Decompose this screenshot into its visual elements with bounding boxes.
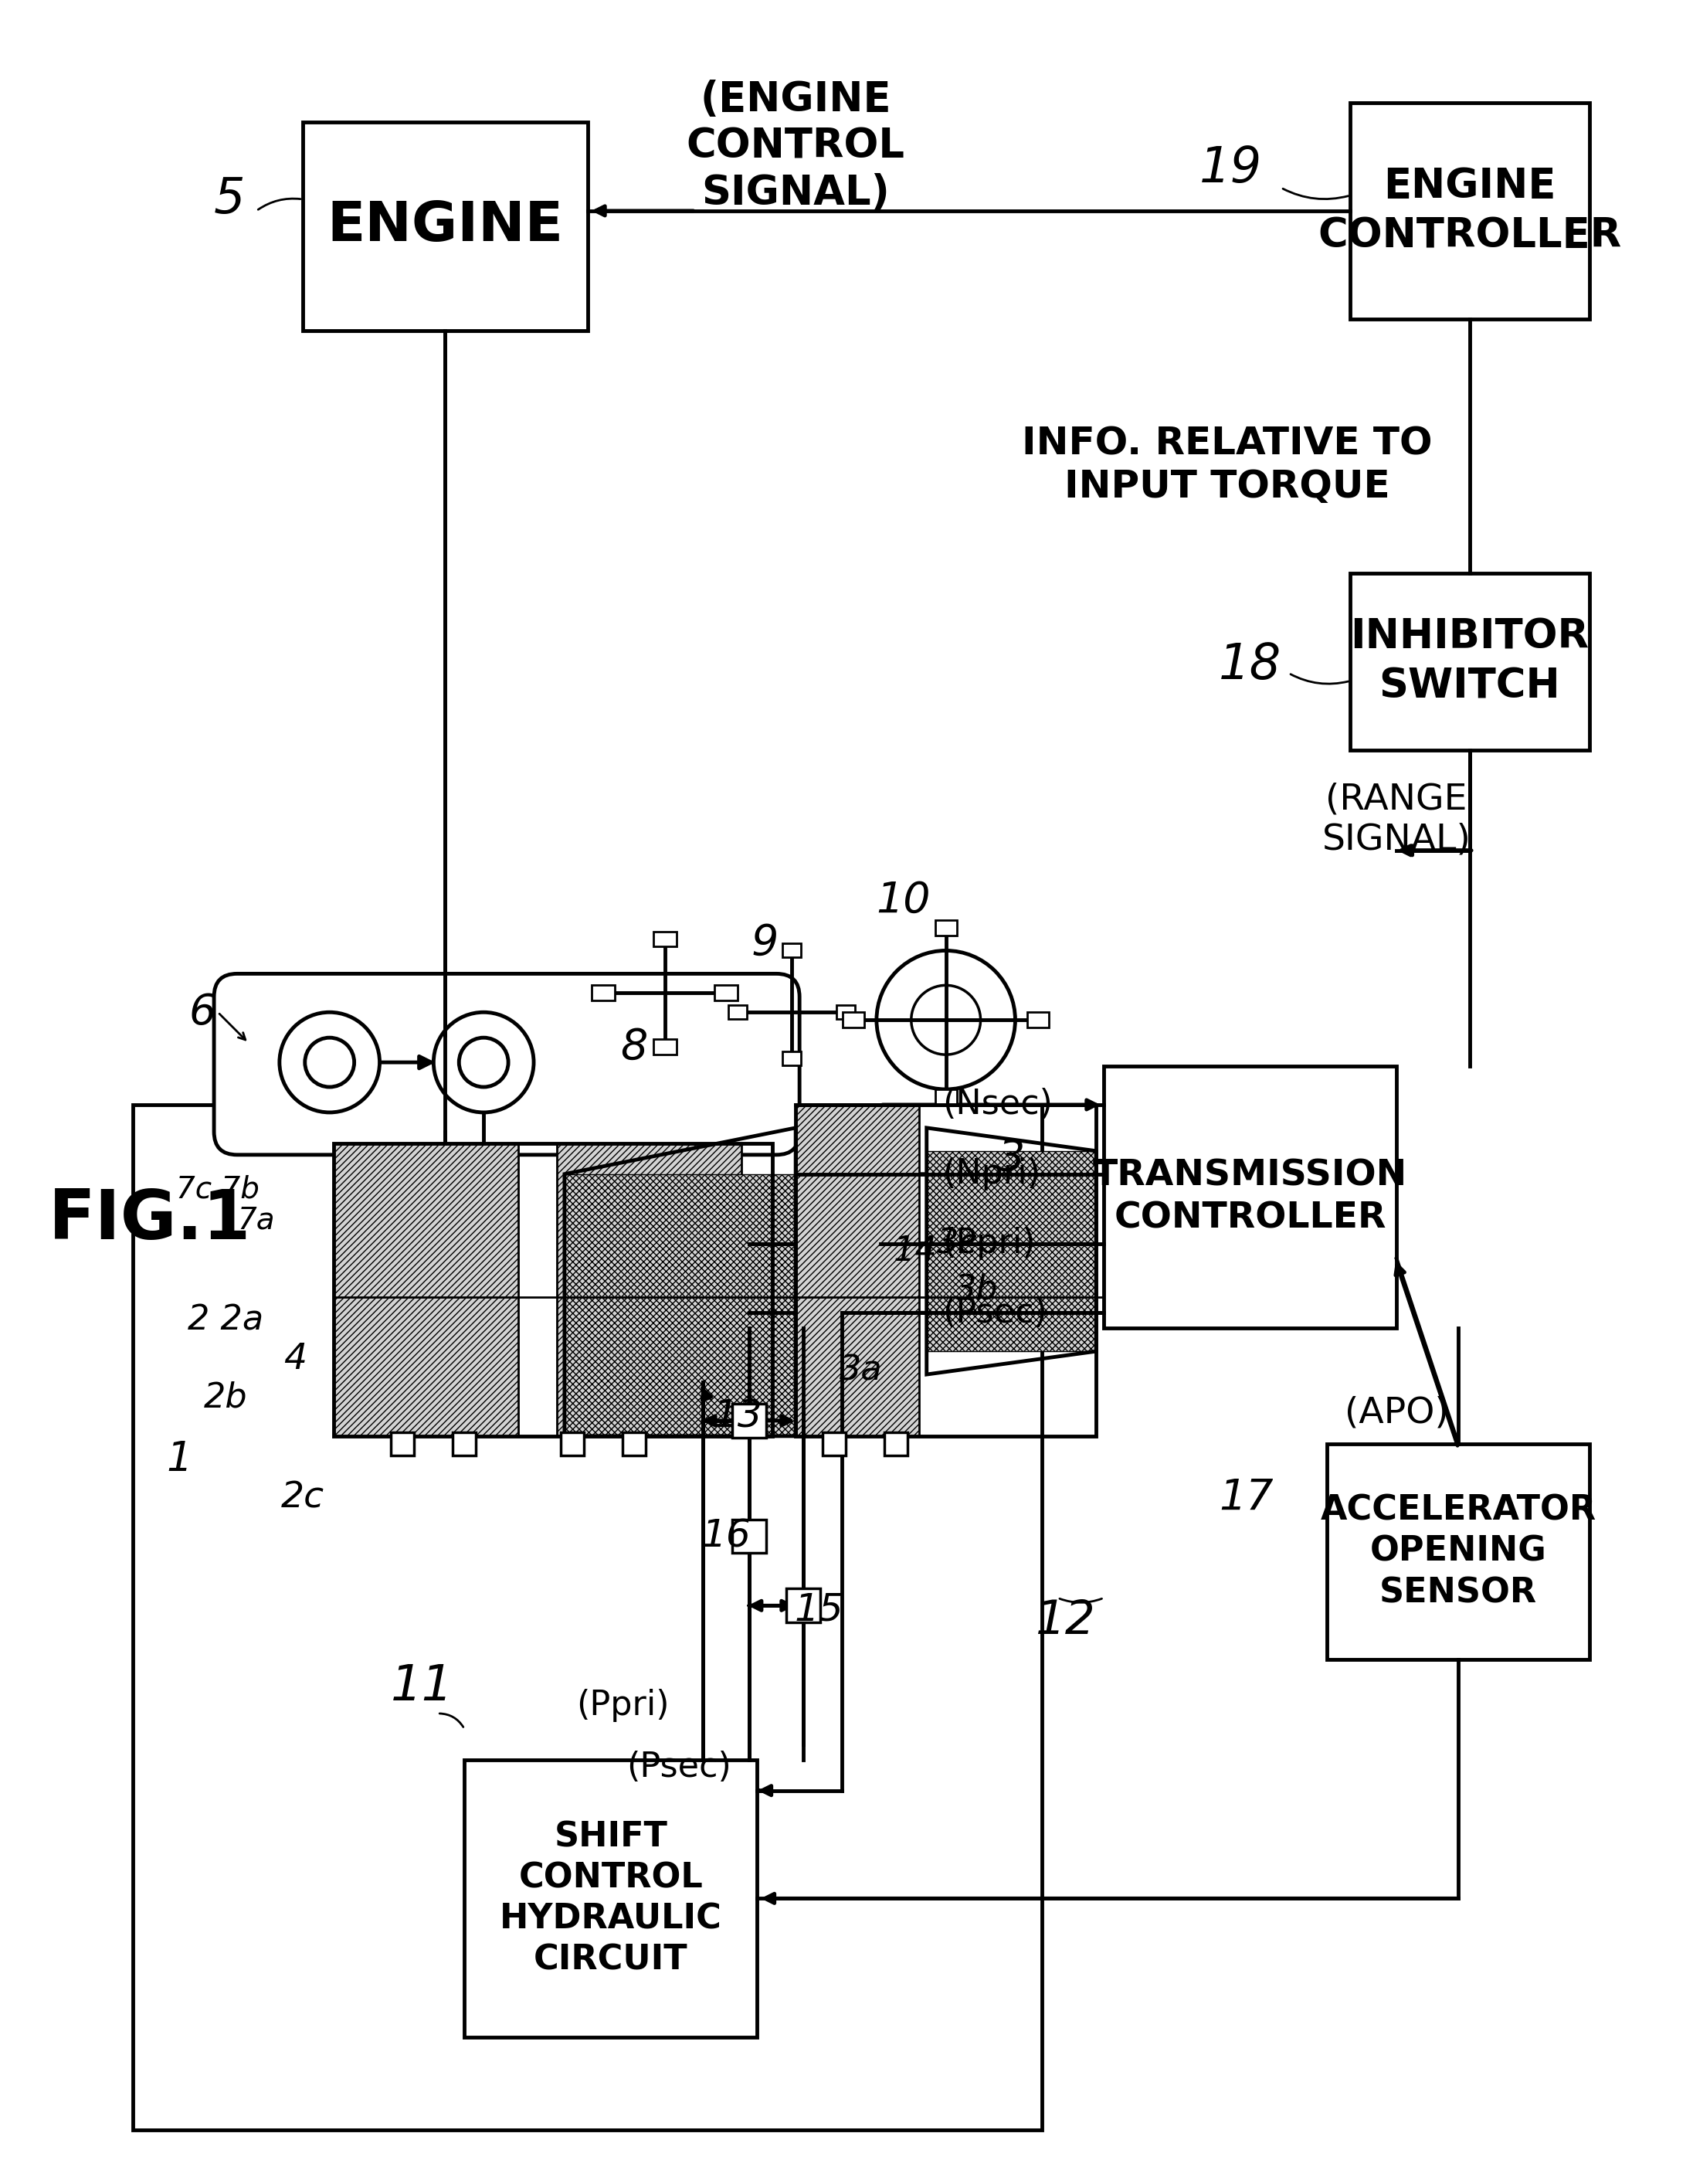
- FancyBboxPatch shape: [1104, 1066, 1397, 1328]
- FancyBboxPatch shape: [935, 1090, 957, 1105]
- FancyBboxPatch shape: [557, 1142, 742, 1437]
- Text: 2 2a: 2 2a: [188, 1304, 264, 1337]
- Text: 13: 13: [713, 1398, 762, 1435]
- FancyBboxPatch shape: [884, 1433, 907, 1455]
- Text: ENGINE: ENGINE: [327, 199, 564, 253]
- FancyBboxPatch shape: [787, 1588, 821, 1623]
- FancyBboxPatch shape: [1327, 1444, 1590, 1660]
- FancyBboxPatch shape: [782, 943, 801, 957]
- Text: ACCELERATOR
OPENING
SENSOR: ACCELERATOR OPENING SENSOR: [1321, 1494, 1596, 1610]
- Text: (APO): (APO): [1344, 1396, 1449, 1431]
- FancyBboxPatch shape: [796, 1105, 919, 1437]
- FancyBboxPatch shape: [1028, 1011, 1050, 1029]
- FancyBboxPatch shape: [334, 1142, 518, 1437]
- FancyBboxPatch shape: [1351, 103, 1590, 319]
- FancyBboxPatch shape: [935, 919, 957, 935]
- FancyBboxPatch shape: [560, 1433, 584, 1455]
- Text: 8: 8: [620, 1026, 647, 1068]
- Text: 3c: 3c: [936, 1227, 979, 1260]
- FancyBboxPatch shape: [564, 1175, 796, 1437]
- FancyBboxPatch shape: [623, 1433, 645, 1455]
- FancyBboxPatch shape: [452, 1433, 476, 1455]
- FancyBboxPatch shape: [391, 1433, 415, 1455]
- FancyBboxPatch shape: [134, 1105, 1043, 2129]
- FancyBboxPatch shape: [653, 930, 676, 946]
- FancyBboxPatch shape: [782, 1051, 801, 1066]
- FancyBboxPatch shape: [1351, 572, 1590, 751]
- Text: (Psec): (Psec): [941, 1295, 1046, 1330]
- Text: 1: 1: [166, 1439, 193, 1479]
- Text: FIG.1: FIG.1: [49, 1186, 251, 1254]
- Text: (Nsec): (Nsec): [941, 1088, 1053, 1120]
- Text: ENGINE
CONTROLLER: ENGINE CONTROLLER: [1317, 166, 1622, 256]
- FancyBboxPatch shape: [823, 1433, 846, 1455]
- Text: TRANSMISSION
CONTROLLER: TRANSMISSION CONTROLLER: [1094, 1158, 1407, 1236]
- Text: 15: 15: [794, 1590, 843, 1627]
- Text: (Psec): (Psec): [626, 1752, 731, 1784]
- Text: (ENGINE
CONTROL
SIGNAL): (ENGINE CONTROL SIGNAL): [686, 81, 906, 214]
- FancyBboxPatch shape: [213, 974, 799, 1155]
- Text: INHIBITOR
SWITCH: INHIBITOR SWITCH: [1351, 616, 1590, 708]
- Text: 3b: 3b: [955, 1273, 999, 1306]
- Text: 16: 16: [701, 1518, 752, 1555]
- Text: 3a: 3a: [840, 1354, 882, 1387]
- Text: 4: 4: [283, 1341, 306, 1376]
- Text: (Npri): (Npri): [941, 1158, 1040, 1190]
- FancyBboxPatch shape: [714, 985, 738, 1000]
- FancyBboxPatch shape: [728, 1005, 747, 1020]
- Text: 7a: 7a: [237, 1206, 276, 1234]
- Text: 3: 3: [997, 1138, 1024, 1179]
- Text: 2c: 2c: [281, 1481, 325, 1516]
- Text: 2b: 2b: [203, 1380, 247, 1415]
- Text: (RANGE
SIGNAL): (RANGE SIGNAL): [1322, 782, 1471, 856]
- Text: 18: 18: [1219, 642, 1282, 690]
- Text: 5: 5: [213, 175, 245, 223]
- FancyBboxPatch shape: [926, 1151, 1095, 1352]
- Text: 9: 9: [752, 922, 779, 963]
- FancyBboxPatch shape: [836, 1005, 855, 1020]
- Text: (Ppri): (Ppri): [576, 1688, 669, 1723]
- Text: 12: 12: [1034, 1599, 1095, 1645]
- Text: 17: 17: [1219, 1476, 1273, 1518]
- Text: 6: 6: [190, 992, 217, 1033]
- FancyBboxPatch shape: [843, 1011, 863, 1029]
- Text: 10: 10: [877, 880, 931, 922]
- Text: 14: 14: [894, 1234, 936, 1267]
- Text: 19: 19: [1200, 144, 1263, 192]
- Text: (Ppri): (Ppri): [941, 1227, 1034, 1260]
- Text: 7c 7b: 7c 7b: [176, 1175, 259, 1203]
- FancyBboxPatch shape: [591, 985, 615, 1000]
- FancyBboxPatch shape: [653, 1040, 676, 1055]
- FancyBboxPatch shape: [733, 1520, 767, 1553]
- FancyBboxPatch shape: [733, 1404, 767, 1437]
- Text: SHIFT
CONTROL
HYDRAULIC
CIRCUIT: SHIFT CONTROL HYDRAULIC CIRCUIT: [499, 1819, 721, 1977]
- FancyBboxPatch shape: [464, 1760, 757, 2038]
- Text: 11: 11: [391, 1662, 454, 1710]
- Text: INFO. RELATIVE TO
INPUT TORQUE: INFO. RELATIVE TO INPUT TORQUE: [1023, 426, 1432, 505]
- FancyBboxPatch shape: [303, 122, 587, 330]
